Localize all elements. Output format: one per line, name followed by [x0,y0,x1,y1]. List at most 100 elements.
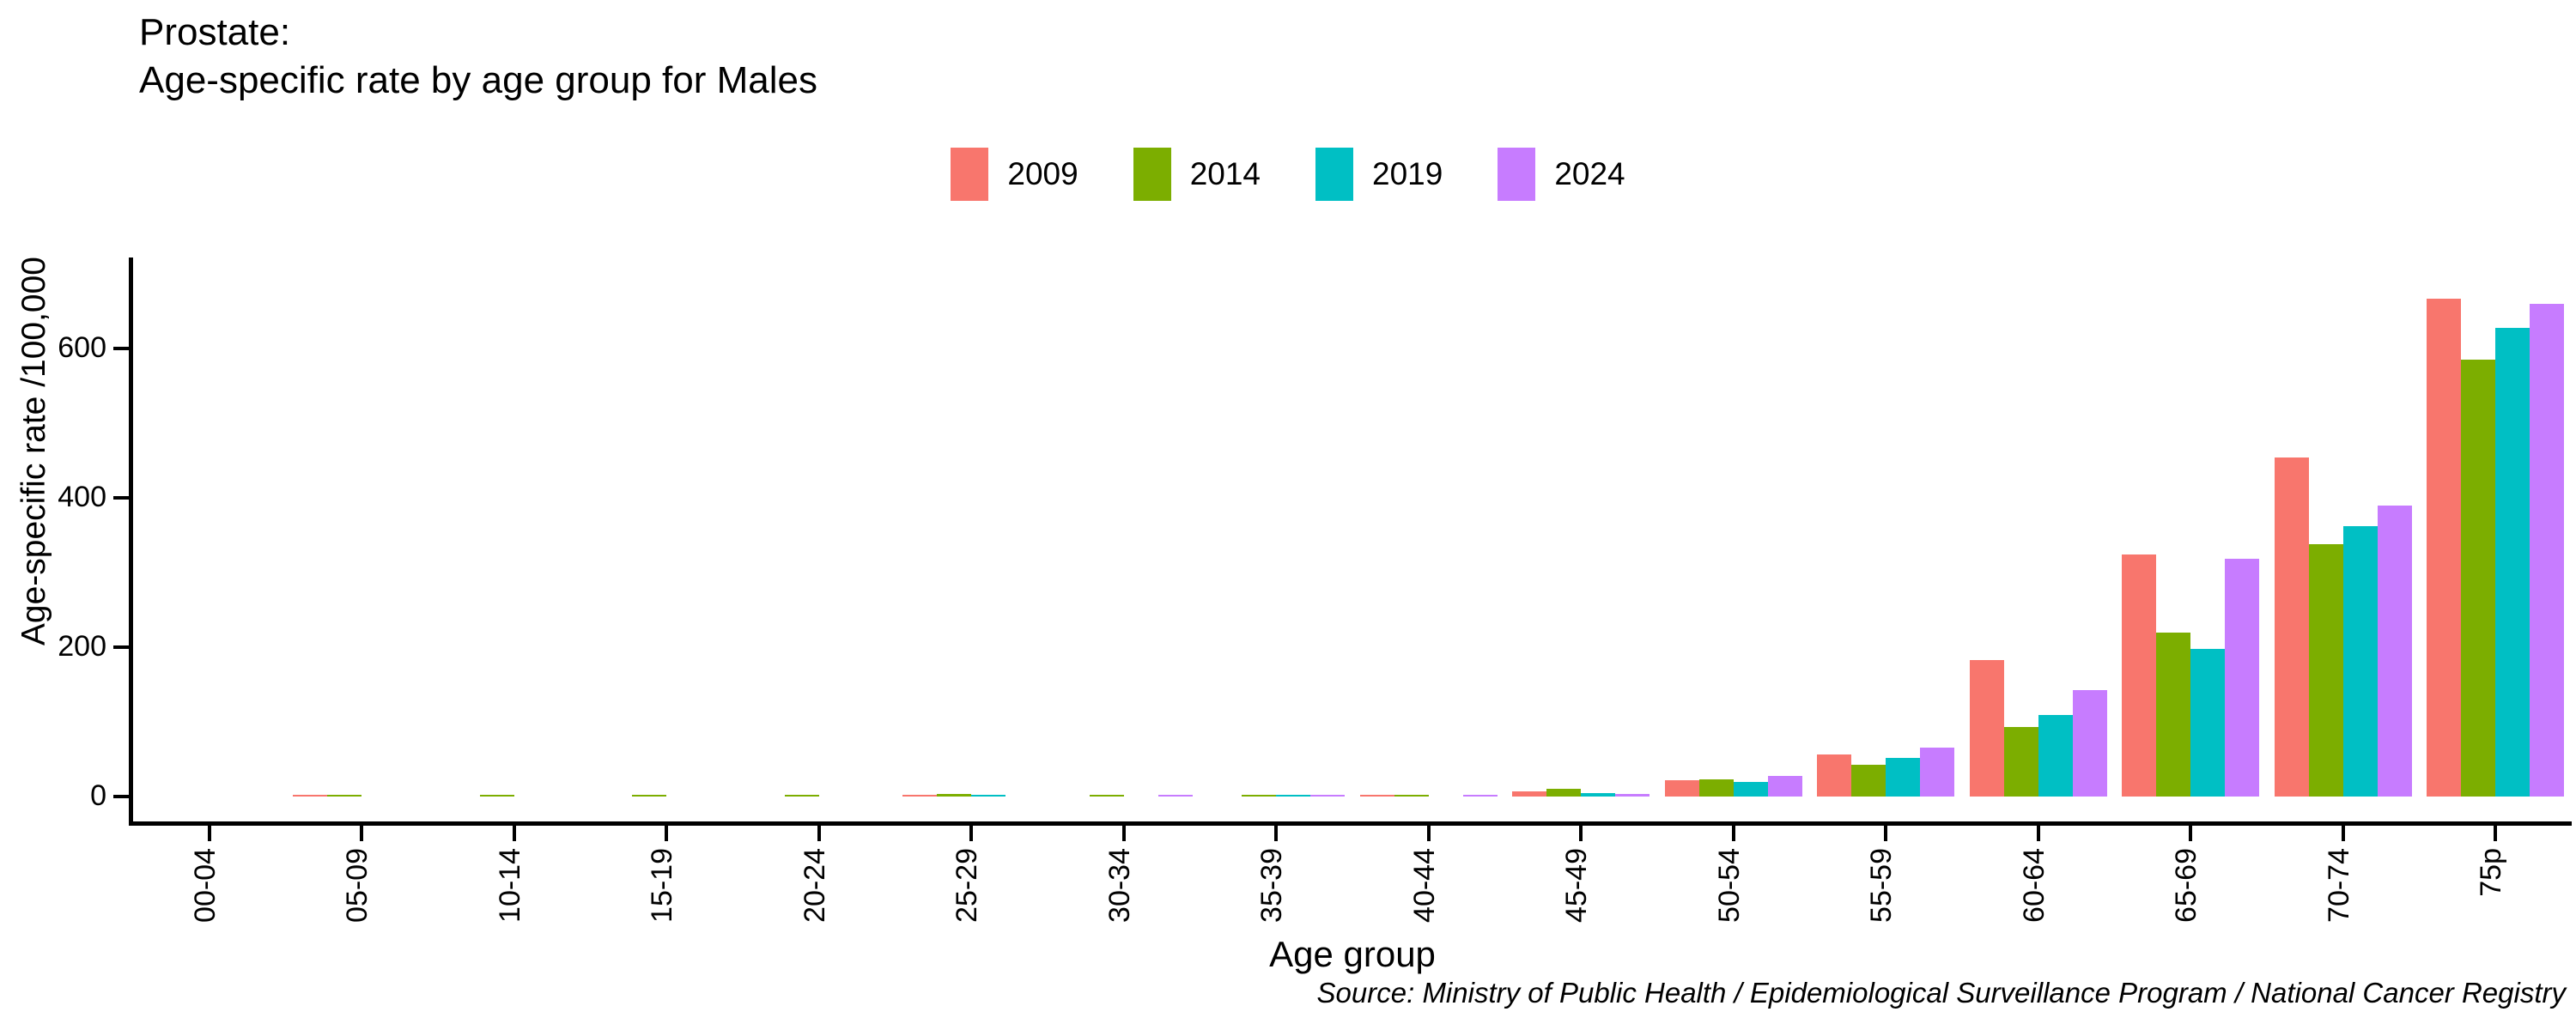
x-tick-label: 70-74 [2322,848,2355,923]
y-tick-label: 200 [58,630,106,663]
legend-item-2019: 2019 [1315,148,1443,201]
y-tick-label: 400 [58,481,106,513]
x-tick-mark [512,826,516,841]
bar-25-29-2019 [971,795,1005,797]
y-axis-title: Age-specific rate /100,000 [15,256,52,645]
bar-35-39-2014 [1242,795,1276,797]
bar-75p-2024 [2530,304,2564,797]
source-note: Source: Ministry of Public Health / Epid… [1316,977,2566,1009]
legend-label-2009: 2009 [1007,156,1078,191]
x-tick-label: 10-14 [493,848,526,923]
bar-65-69-2024 [2225,559,2259,797]
x-tick-label: 05-09 [341,848,374,923]
bar-60-64-2009 [1970,660,2004,797]
legend-swatch-2009 [951,148,989,201]
chart-title-line1: Prostate: [139,11,291,53]
x-tick-mark [1884,826,1888,841]
y-tick-label: 600 [58,331,106,364]
bar-05-09-2009 [293,795,327,797]
y-tick-mark [113,347,129,350]
x-tick-label: 45-49 [1560,848,1594,923]
bar-55-59-2014 [1851,765,1886,797]
x-tick-mark [2189,826,2193,841]
bar-60-64-2019 [2038,715,2073,797]
bar-25-29-2009 [902,795,937,797]
x-tick-label: 60-64 [2017,848,2050,923]
bar-30-34-2014 [1090,795,1124,797]
bar-70-74-2019 [2343,526,2378,797]
bar-50-54-2019 [1734,782,1768,797]
legend-item-2014: 2014 [1133,148,1261,201]
bar-10-14-2014 [480,795,514,797]
chart-title-line2: Age-specific rate by age group for Males [139,59,817,101]
x-tick-mark [207,826,211,841]
bar-65-69-2014 [2156,633,2190,797]
x-tick-label: 55-59 [1865,848,1899,923]
bar-60-64-2014 [2004,727,2038,797]
bar-65-69-2019 [2190,649,2225,797]
x-tick-label: 50-54 [1712,848,1746,923]
legend-swatch-2019 [1315,148,1353,201]
x-tick-mark [2341,826,2345,841]
bar-50-54-2024 [1768,776,1802,797]
x-tick-mark [969,826,974,841]
y-axis-line [129,258,133,826]
bar-75p-2014 [2461,360,2495,797]
bar-60-64-2024 [2073,690,2107,797]
x-tick-label: 00-04 [188,848,222,923]
x-tick-label: 15-19 [646,848,679,923]
x-tick-label: 75p [2475,848,2508,897]
bar-65-69-2009 [2122,554,2156,797]
chart-title: Prostate: Age-specific rate by age group… [139,9,817,105]
bar-70-74-2014 [2309,544,2343,797]
x-tick-mark [1274,826,1279,841]
x-tick-mark [1121,826,1126,841]
legend-label-2019: 2019 [1372,156,1443,191]
bar-55-59-2024 [1920,748,1954,797]
legend-label-2024: 2024 [1554,156,1625,191]
y-tick-mark [113,496,129,500]
x-tick-label: 30-34 [1103,848,1136,923]
bar-05-09-2014 [327,795,361,797]
y-tick-mark [113,645,129,649]
bar-50-54-2009 [1665,780,1699,797]
legend-item-2024: 2024 [1498,148,1625,201]
legend-label-2014: 2014 [1189,156,1261,191]
x-axis-line [129,821,2572,826]
bar-30-34-2024 [1158,795,1193,797]
bar-75p-2019 [2495,328,2530,797]
bar-35-39-2024 [1310,795,1345,797]
bar-35-39-2019 [1276,795,1310,797]
legend-swatch-2014 [1133,148,1171,201]
legend-item-2009: 2009 [951,148,1078,201]
bar-45-49-2019 [1581,793,1615,797]
bar-25-29-2014 [937,794,971,797]
bar-15-19-2014 [632,795,666,797]
y-tick-mark [113,795,129,798]
bar-40-44-2024 [1463,795,1498,797]
x-tick-label: 65-69 [2170,848,2203,923]
bar-40-44-2014 [1394,795,1429,797]
x-tick-mark [1731,826,1735,841]
bar-45-49-2024 [1615,794,1649,797]
bar-70-74-2024 [2378,506,2412,797]
y-tick-label: 0 [90,779,106,812]
x-tick-label: 20-24 [798,848,831,923]
legend-swatch-2024 [1498,148,1536,201]
bar-55-59-2009 [1817,754,1851,797]
bar-75p-2009 [2427,299,2461,797]
x-tick-mark [665,826,669,841]
bar-70-74-2009 [2275,457,2309,797]
x-tick-mark [2036,826,2040,841]
bar-45-49-2014 [1546,789,1581,797]
x-tick-mark [1579,826,1583,841]
legend: 2009 2014 2019 2024 [0,148,2576,201]
x-tick-label: 40-44 [1407,848,1441,923]
x-tick-mark [1426,826,1431,841]
bar-50-54-2014 [1699,779,1734,797]
x-axis-title: Age group [1269,934,1436,974]
bar-20-24-2014 [785,795,819,797]
x-tick-label: 25-29 [951,848,984,923]
